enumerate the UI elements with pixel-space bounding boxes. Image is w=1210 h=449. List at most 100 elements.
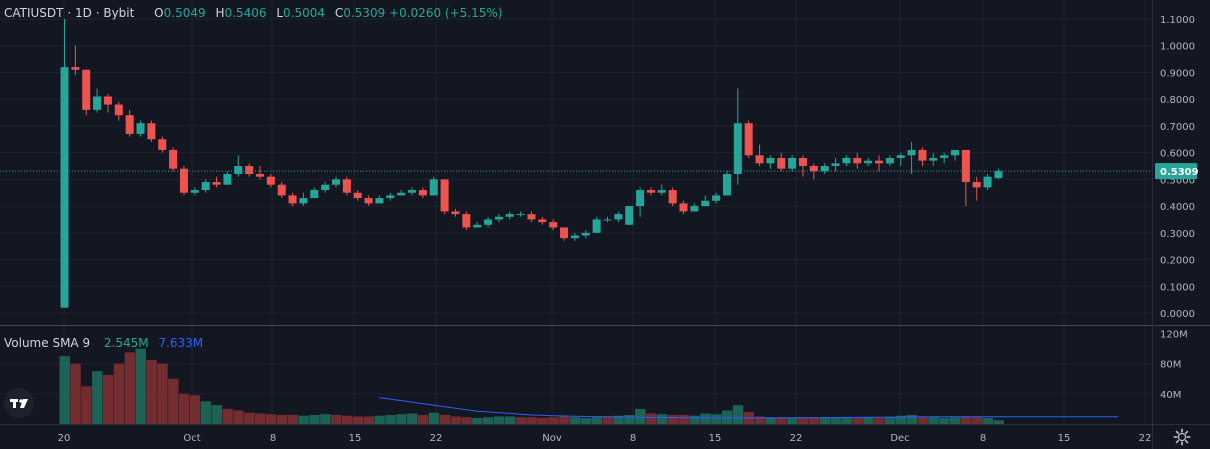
- volume-bar: [135, 348, 146, 424]
- candle-body: [864, 160, 873, 164]
- interval-label[interactable]: 1D: [74, 6, 92, 20]
- volume-bar: [211, 405, 222, 424]
- volume-bar: [559, 416, 570, 424]
- time-tick-label: Oct: [183, 433, 200, 444]
- volume-bar: [341, 415, 353, 424]
- candle-body: [831, 163, 840, 166]
- volume-bar: [81, 386, 92, 424]
- volume-tick-label: 40M: [1160, 390, 1181, 401]
- open-value: 0.5049: [163, 6, 206, 20]
- volume-bar: [721, 410, 733, 424]
- last-price-badge: [1155, 163, 1197, 180]
- volume-bar: [352, 416, 364, 424]
- candle-body: [875, 160, 883, 164]
- volume-legend[interactable]: Volume SMA 9 2.545M 7.633M: [4, 336, 203, 350]
- time-tick-label: 20: [58, 433, 71, 444]
- price-tick-label: 0.3000: [1160, 229, 1195, 240]
- volume-bar: [732, 405, 744, 424]
- candle-body: [212, 182, 221, 185]
- candle-body: [190, 190, 199, 193]
- candle-body: [136, 123, 145, 134]
- candle-body: [896, 155, 905, 158]
- gear-icon[interactable]: [1172, 428, 1192, 446]
- candle-body: [353, 192, 362, 199]
- candle-body: [266, 176, 275, 185]
- candle-body: [820, 166, 829, 172]
- candle-body: [234, 166, 243, 175]
- volume-bar: [841, 417, 852, 424]
- candle-body: [690, 206, 699, 212]
- price-tick-label: 0.0000: [1160, 309, 1195, 320]
- candle-body: [636, 190, 645, 207]
- candle-body: [310, 190, 319, 199]
- volume-bar: [233, 410, 244, 424]
- candle-body: [473, 224, 482, 228]
- volume-bar: [787, 417, 798, 424]
- price-tick-label: 0.1000: [1160, 282, 1195, 293]
- volume-bar: [678, 414, 689, 424]
- ohlc-values: O0.5049 H0.5406 L0.5004 C0.5309 +0.0260 …: [148, 6, 502, 20]
- volume-tick-label: 80M: [1160, 360, 1181, 371]
- volume-bar: [309, 414, 320, 424]
- candle-body: [82, 69, 91, 110]
- volume-bar: [950, 417, 961, 424]
- volume-bar: [754, 416, 765, 424]
- candle-body: [255, 174, 264, 177]
- price-tick-label: 0.9000: [1160, 68, 1195, 79]
- volume-sma-value: 7.633M: [158, 336, 204, 350]
- volume-bar: [765, 417, 776, 424]
- volume-bar: [254, 413, 266, 424]
- volume-bar: [548, 417, 559, 424]
- volume-bar: [320, 414, 331, 424]
- candle-body: [951, 149, 960, 156]
- high-value: 0.5406: [224, 6, 267, 20]
- volume-bar: [472, 417, 483, 424]
- high-label: H: [215, 6, 225, 20]
- volume-bar: [168, 378, 179, 424]
- candle-body: [581, 232, 590, 236]
- volume-bar: [526, 417, 537, 424]
- volume-bar: [580, 417, 592, 424]
- time-tick-label: 8: [270, 433, 276, 444]
- price-tick-label: 0.8000: [1160, 95, 1195, 106]
- candle-body: [570, 235, 579, 239]
- volume-bar: [689, 415, 700, 424]
- change-value: +0.0260 (+5.15%): [389, 6, 503, 20]
- volume-bar: [830, 417, 841, 424]
- volume-bar: [874, 417, 885, 424]
- volume-bar: [124, 352, 136, 424]
- volume-bar: [917, 416, 928, 424]
- volume-bar: [244, 412, 255, 424]
- candle-body: [592, 219, 601, 233]
- time-tick-label: 22: [1139, 433, 1152, 444]
- volume-bar: [960, 416, 972, 424]
- candle-body: [961, 149, 970, 183]
- candle-body: [527, 214, 536, 220]
- volume-bar: [157, 363, 168, 424]
- candle-body: [560, 227, 569, 239]
- volume-bar: [982, 417, 993, 424]
- volume-bar: [417, 414, 429, 424]
- symbol-legend: CATIUSDT · 1D · Bybit O0.5049 H0.5406 L0…: [4, 6, 502, 20]
- candle-body: [701, 200, 710, 207]
- volume-bar: [863, 417, 874, 424]
- candle-body: [179, 168, 188, 193]
- price-tick-label: 0.6000: [1160, 149, 1195, 160]
- volume-bar: [613, 415, 624, 424]
- close-value: 0.5309: [343, 6, 386, 20]
- legend-separator: ·: [95, 6, 100, 20]
- symbol-name[interactable]: CATIUSDT: [4, 6, 64, 20]
- candle-body: [940, 155, 949, 158]
- volume-bar: [569, 417, 581, 424]
- candle-body: [549, 222, 558, 228]
- candle-body: [484, 219, 493, 225]
- volume-bar: [624, 414, 635, 424]
- volume-bar: [189, 395, 201, 424]
- volume-bar: [895, 415, 907, 424]
- volume-bar: [819, 417, 831, 424]
- volume-bar: [483, 417, 494, 424]
- candle-body: [788, 157, 797, 169]
- volume-bar: [493, 416, 505, 424]
- tradingview-logo-icon[interactable]: [4, 388, 34, 418]
